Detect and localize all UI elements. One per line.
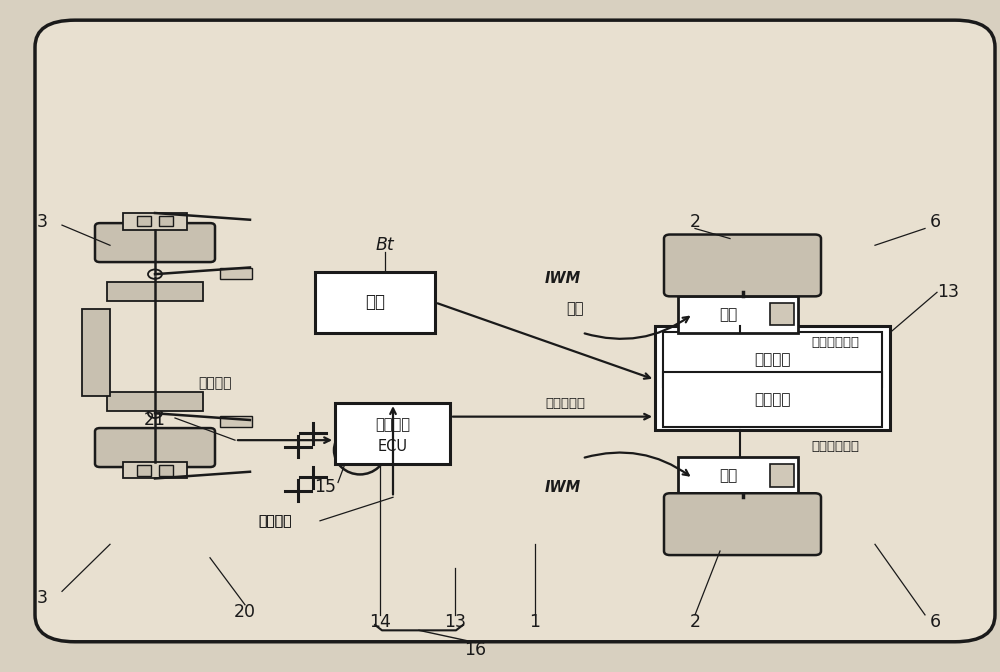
Text: 马达: 马达 [719,468,738,483]
Text: 制动输入: 制动输入 [198,376,232,390]
Text: 逆变装置: 逆变装置 [754,352,791,367]
FancyBboxPatch shape [663,372,882,427]
Text: 电力: 电力 [566,302,584,317]
Text: 三相交流电流: 三相交流电流 [811,336,859,349]
Text: 6: 6 [929,613,941,630]
Bar [123,462,187,478]
Bar [82,309,110,396]
FancyBboxPatch shape [315,272,435,333]
Text: 三相交流电流: 三相交流电流 [811,440,859,454]
Bar [123,213,187,230]
Text: 逆变装置: 逆变装置 [754,392,791,407]
Text: 13: 13 [937,284,959,301]
Text: 转矩指令值: 转矩指令值 [545,396,585,410]
Ellipse shape [334,426,386,474]
Text: Bt: Bt [376,237,394,254]
FancyBboxPatch shape [35,20,995,642]
Text: 16: 16 [464,642,486,659]
Bar [770,303,794,325]
Bar [220,268,252,279]
Bar [107,392,203,411]
FancyBboxPatch shape [95,428,215,467]
FancyBboxPatch shape [663,332,882,387]
FancyBboxPatch shape [335,403,450,464]
Text: 14: 14 [369,613,391,630]
Bar [159,465,173,476]
Text: 1: 1 [530,613,540,630]
FancyBboxPatch shape [655,326,890,430]
Text: 20: 20 [234,603,256,620]
Bar [137,465,151,476]
Bar [220,416,252,427]
Bar [770,464,794,487]
Text: 加速输入: 加速输入 [258,514,292,528]
FancyBboxPatch shape [678,296,798,333]
Bar [107,282,203,301]
Text: 2: 2 [690,613,700,630]
Text: IWM: IWM [545,271,581,286]
Text: 3: 3 [36,589,48,607]
Text: IWM: IWM [545,480,581,495]
Text: 13: 13 [444,613,466,630]
Bar [137,216,151,226]
Text: 电池: 电池 [365,294,385,311]
Text: 车辆控制: 车辆控制 [375,417,410,432]
Text: 6: 6 [929,213,941,230]
FancyBboxPatch shape [664,235,821,296]
Text: 21: 21 [144,411,166,429]
FancyBboxPatch shape [95,223,215,262]
FancyBboxPatch shape [678,457,798,494]
Text: 加速输入: 加速输入 [258,514,292,528]
Text: ECU: ECU [378,439,408,454]
FancyBboxPatch shape [664,493,821,555]
Text: 15: 15 [314,478,336,496]
Text: 马达: 马达 [719,306,738,322]
Bar [159,216,173,226]
Text: 2: 2 [690,213,700,230]
Text: 3: 3 [36,213,48,230]
